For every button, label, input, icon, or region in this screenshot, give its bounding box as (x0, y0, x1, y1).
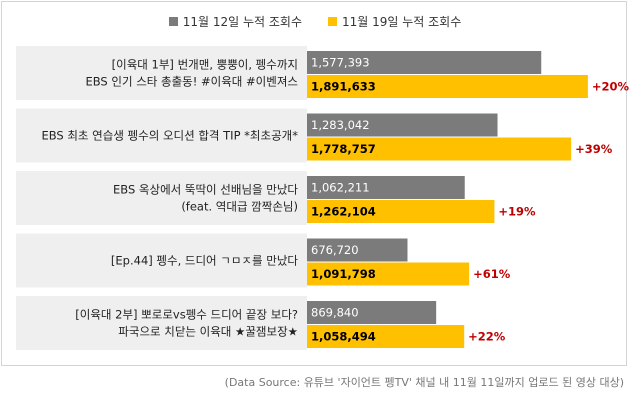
category-label: [이육대 2부] 뽀로로vs펭수 드디어 끝장 보다? (75, 308, 298, 322)
bar (307, 137, 572, 161)
category-label: EBS 옥상에서 뚝딱이 선배님을 만났다 (113, 183, 298, 197)
legend-swatch-series-1 (168, 16, 178, 26)
source-note: (Data Source: 유튜브 '자이언트 펭TV' 채널 내 11월 11… (224, 376, 624, 389)
legend-swatch-series-2 (328, 16, 337, 26)
data-label: 1,778,757 (311, 142, 376, 156)
data-label: 1,091,798 (311, 267, 376, 281)
data-label: 1,062,211 (311, 181, 370, 195)
bar (307, 200, 495, 223)
category-label: [Ep.44] 펭수, 드디어 ㄱㅁㅈ를 만났다 (111, 254, 298, 268)
legend-item-series-1: 11월 12일 누적 조회수 (168, 13, 302, 30)
bar (307, 325, 465, 348)
data-label: 869,840 (311, 306, 359, 320)
growth-label: +22% (468, 330, 506, 344)
category-panel (16, 108, 307, 163)
growth-label: +61% (473, 267, 511, 281)
category-label: EBS 최초 연습생 펭수의 오디션 합격 TIP *최초공개* (41, 129, 298, 143)
legend-label-series-1: 11월 12일 누적 조회수 (182, 14, 302, 29)
bar (307, 176, 465, 199)
growth-label: +19% (498, 205, 536, 219)
bar (307, 75, 588, 98)
data-label: 1,262,104 (311, 205, 376, 219)
legend-label-series-2: 11월 19일 누적 조회수 (342, 14, 462, 29)
bar (307, 301, 437, 324)
category-panel (16, 296, 307, 350)
data-label: 1,577,393 (311, 56, 370, 70)
data-label: 676,720 (311, 243, 359, 257)
category-panel (16, 233, 307, 288)
category-label: 파국으로 치닫는 이육대 ★꿀잼보장★ (118, 325, 298, 339)
category-label: EBS 인기 스타 총출동! #이육대 #이벤져스 (85, 75, 298, 89)
category-label: (feat. 역대급 깜짝손님) (181, 200, 298, 214)
legend-item-series-2: 11월 19일 누적 조회수 (328, 13, 461, 30)
chart-frame (1, 1, 627, 366)
growth-label: +39% (575, 142, 613, 156)
bar (307, 51, 542, 74)
category-panel (16, 171, 307, 225)
legend: 11월 12일 누적 조회수 11월 19일 누적 조회수 (0, 11, 630, 31)
growth-label: +20% (592, 80, 630, 94)
bar (307, 113, 498, 137)
data-label: 1,283,042 (311, 118, 370, 132)
category-label: [이육대 1부] 번개맨, 뿡뿡이, 펭수까지 (112, 58, 298, 72)
bar (307, 238, 408, 262)
category-panel (16, 46, 307, 100)
bar (307, 262, 470, 286)
data-label: 1,058,494 (311, 330, 376, 344)
data-label: 1,891,633 (311, 80, 376, 94)
